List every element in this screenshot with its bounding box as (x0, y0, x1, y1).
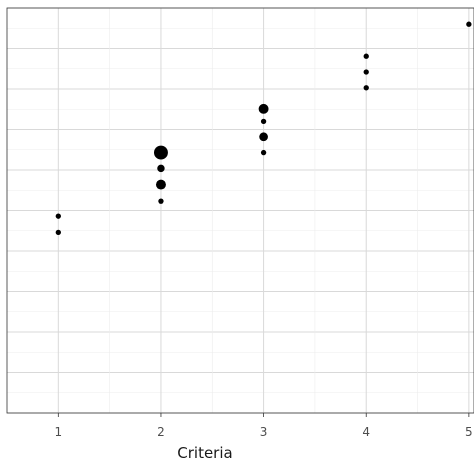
data-point (154, 145, 168, 160)
x-tick-label: 1 (54, 425, 62, 439)
major-grid-x (57, 8, 470, 413)
data-point (363, 53, 369, 59)
x-tick-label: 2 (157, 425, 165, 439)
minor-grid-y (7, 27, 474, 394)
x-axis-tick-labels: 1 2 3 4 5 (54, 425, 472, 439)
x-axis-title: Criteria (177, 444, 232, 462)
data-point (55, 213, 61, 219)
data-point (155, 179, 166, 190)
data-point (259, 132, 268, 142)
x-tick-label: 4 (362, 425, 370, 439)
data-point (363, 85, 369, 91)
x-tick-label: 5 (465, 425, 473, 439)
x-axis-ticks (57, 413, 470, 417)
data-point (260, 149, 267, 156)
data-point (466, 21, 472, 27)
data-point (260, 118, 267, 125)
x-tick-label: 3 (260, 425, 268, 439)
data-point (158, 198, 164, 204)
plot-border (6, 7, 474, 414)
data-point (363, 69, 369, 75)
data-points (55, 21, 472, 236)
data-point (157, 164, 165, 173)
data-point (258, 103, 269, 114)
minor-grid-x (109, 8, 418, 413)
data-point (55, 229, 61, 236)
